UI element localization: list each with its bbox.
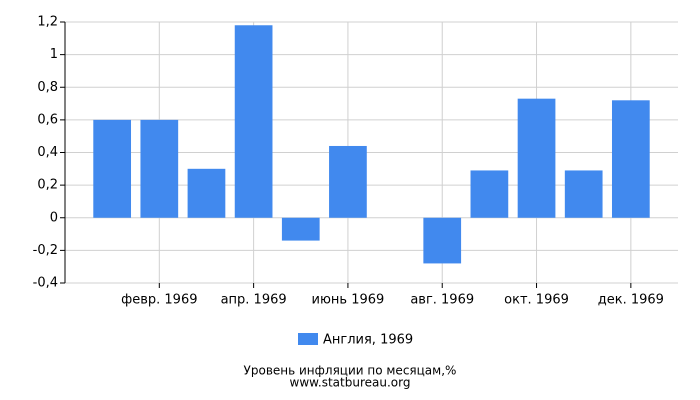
x-tick-label: авг. 1969 (410, 293, 474, 308)
y-tick-label: 1,2 (37, 15, 58, 30)
bar (564, 170, 603, 218)
y-tick-label: -0,4 (33, 276, 58, 291)
y-tick-label: 0,2 (37, 178, 58, 193)
x-tick-label: окт. 1969 (504, 293, 569, 308)
chart-title: Уровень инфляции по месяцам,% (244, 364, 457, 378)
legend-swatch (298, 333, 318, 345)
bar (423, 217, 462, 264)
y-tick-label: 0,4 (37, 145, 58, 160)
y-tick-label: 0 (50, 210, 58, 225)
bar (281, 217, 320, 241)
y-tick-label: 1 (50, 47, 58, 62)
bar (517, 98, 556, 218)
bar (470, 170, 509, 218)
bar (93, 119, 132, 218)
bar (611, 100, 650, 218)
legend-label: Англия, 1969 (323, 333, 413, 348)
y-tick-label: 0,6 (37, 112, 58, 127)
y-tick-label: 0,8 (37, 80, 58, 95)
bar (329, 145, 367, 218)
x-tick-label: февр. 1969 (121, 293, 197, 308)
bar (234, 25, 273, 218)
bar (140, 119, 179, 218)
y-tick-label: -0,2 (33, 243, 58, 258)
x-tick-label: апр. 1969 (221, 293, 287, 308)
x-tick-label: июнь 1969 (312, 293, 385, 308)
x-tick-label: дек. 1969 (598, 293, 664, 308)
bar (187, 168, 226, 218)
chart-source: www.statbureau.org (290, 376, 411, 390)
